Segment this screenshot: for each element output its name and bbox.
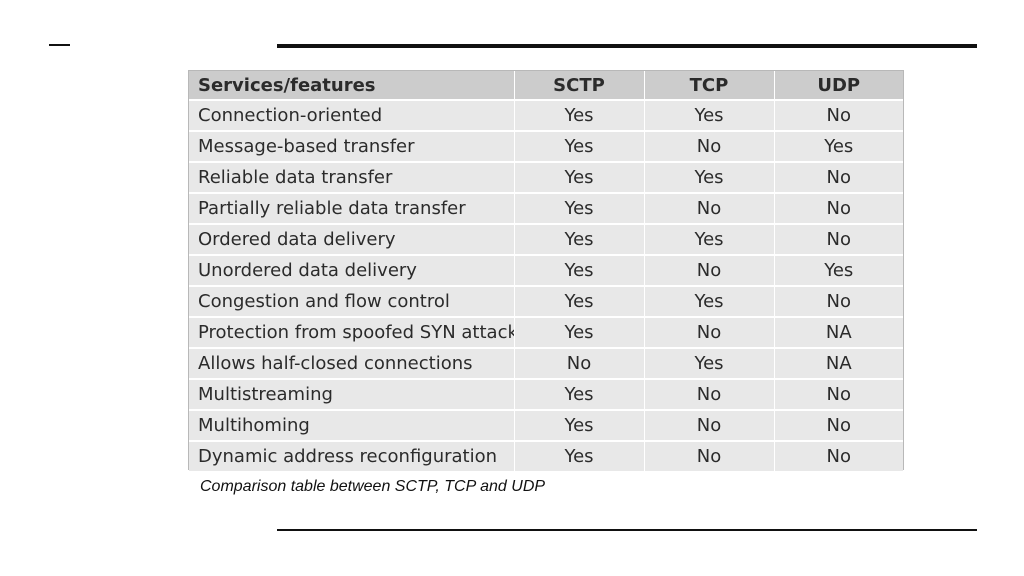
header-services-features: Services/features bbox=[189, 71, 515, 101]
feature-cell: Protection from spoofed SYN attacks bbox=[189, 317, 515, 349]
title-dash-decoration bbox=[49, 44, 70, 46]
sctp-cell: Yes bbox=[514, 255, 645, 287]
feature-cell: Dynamic address reconfiguration bbox=[189, 441, 515, 471]
udp-cell: Yes bbox=[774, 255, 903, 287]
sctp-cell: Yes bbox=[514, 410, 645, 442]
tcp-cell: No bbox=[644, 441, 775, 471]
udp-cell: No bbox=[774, 162, 903, 194]
udp-cell: No bbox=[774, 224, 903, 256]
table-row: Multistreaming Yes No No bbox=[189, 379, 903, 411]
udp-cell: No bbox=[774, 441, 903, 471]
tcp-cell: No bbox=[644, 410, 775, 442]
tcp-cell: Yes bbox=[644, 162, 775, 194]
udp-cell: No bbox=[774, 410, 903, 442]
header-tcp: TCP bbox=[644, 71, 775, 101]
feature-cell: Unordered data delivery bbox=[189, 255, 515, 287]
udp-cell: NA bbox=[774, 348, 903, 380]
tcp-cell: Yes bbox=[644, 286, 775, 318]
table-row: Congestion and flow control Yes Yes No bbox=[189, 286, 903, 318]
comparison-table: Services/features SCTP TCP UDP Connectio… bbox=[189, 71, 903, 471]
table-row: Message-based transfer Yes No Yes bbox=[189, 131, 903, 163]
tcp-cell: No bbox=[644, 131, 775, 163]
tcp-cell: Yes bbox=[644, 348, 775, 380]
tcp-cell: Yes bbox=[644, 100, 775, 132]
udp-cell: No bbox=[774, 379, 903, 411]
tcp-cell: No bbox=[644, 193, 775, 225]
table-row: Reliable data transfer Yes Yes No bbox=[189, 162, 903, 194]
sctp-cell: Yes bbox=[514, 379, 645, 411]
feature-cell: Message-based transfer bbox=[189, 131, 515, 163]
feature-cell: Reliable data transfer bbox=[189, 162, 515, 194]
sctp-cell: Yes bbox=[514, 162, 645, 194]
tcp-cell: Yes bbox=[644, 224, 775, 256]
udp-cell: No bbox=[774, 286, 903, 318]
header-udp: UDP bbox=[774, 71, 903, 101]
feature-cell: Congestion and flow control bbox=[189, 286, 515, 318]
udp-cell: No bbox=[774, 100, 903, 132]
feature-cell: Ordered data delivery bbox=[189, 224, 515, 256]
sctp-cell: Yes bbox=[514, 131, 645, 163]
feature-cell: Connection-oriented bbox=[189, 100, 515, 132]
table-row: Unordered data delivery Yes No Yes bbox=[189, 255, 903, 287]
feature-cell: Multihoming bbox=[189, 410, 515, 442]
sctp-cell: Yes bbox=[514, 100, 645, 132]
table-row: Ordered data delivery Yes Yes No bbox=[189, 224, 903, 256]
top-rule bbox=[277, 44, 977, 48]
feature-cell: Multistreaming bbox=[189, 379, 515, 411]
udp-cell: Yes bbox=[774, 131, 903, 163]
sctp-cell: Yes bbox=[514, 193, 645, 225]
table-row: Dynamic address reconfiguration Yes No N… bbox=[189, 441, 903, 471]
feature-cell: Allows half-closed connections bbox=[189, 348, 515, 380]
sctp-cell: Yes bbox=[514, 441, 645, 471]
sctp-cell: No bbox=[514, 348, 645, 380]
sctp-cell: Yes bbox=[514, 286, 645, 318]
tcp-cell: No bbox=[644, 317, 775, 349]
table-caption: Comparison table between SCTP, TCP and U… bbox=[200, 478, 546, 495]
bottom-rule bbox=[277, 529, 977, 531]
table-row: Multihoming Yes No No bbox=[189, 410, 903, 442]
comparison-table-frame: Services/features SCTP TCP UDP Connectio… bbox=[188, 70, 904, 471]
table-header-row: Services/features SCTP TCP UDP bbox=[189, 71, 903, 101]
header-sctp: SCTP bbox=[514, 71, 645, 101]
sctp-cell: Yes bbox=[514, 317, 645, 349]
feature-cell: Partially reliable data transfer bbox=[189, 193, 515, 225]
table-row: Protection from spoofed SYN attacks Yes … bbox=[189, 317, 903, 349]
sctp-cell: Yes bbox=[514, 224, 645, 256]
tcp-cell: No bbox=[644, 379, 775, 411]
table-row: Connection-oriented Yes Yes No bbox=[189, 100, 903, 132]
table-row: Partially reliable data transfer Yes No … bbox=[189, 193, 903, 225]
udp-cell: NA bbox=[774, 317, 903, 349]
udp-cell: No bbox=[774, 193, 903, 225]
table-row: Allows half-closed connections No Yes NA bbox=[189, 348, 903, 380]
tcp-cell: No bbox=[644, 255, 775, 287]
